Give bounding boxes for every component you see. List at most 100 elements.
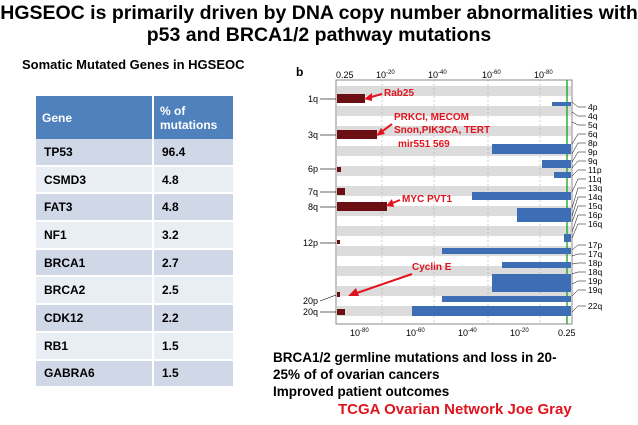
bottom-tick-label: 10-80 xyxy=(350,328,369,338)
top-tick-label: 0.25 xyxy=(336,70,354,80)
stripe xyxy=(337,266,571,276)
leader-line xyxy=(571,121,586,126)
arrowhead xyxy=(348,288,359,296)
leader-line xyxy=(571,289,586,297)
top-tick-label: 10-80 xyxy=(534,70,553,80)
gene-cell: BRCA2 xyxy=(36,276,154,306)
stripe xyxy=(337,286,571,296)
caption-line: 25% of of ovarian cancers xyxy=(273,367,440,382)
amplification-bars xyxy=(337,94,387,315)
arrowhead xyxy=(364,93,372,101)
chrom-label-right: 9q xyxy=(588,156,598,166)
del-bar xyxy=(564,234,571,242)
del-bar xyxy=(492,274,571,292)
stripe xyxy=(337,226,571,236)
top-tick-label: 10-20 xyxy=(376,70,395,80)
percent-cell: 3.2 xyxy=(153,221,235,250)
gene-cell: BRCA1 xyxy=(36,248,154,278)
percent-cell: 4.8 xyxy=(153,165,235,195)
amp-bar-1q xyxy=(337,94,365,103)
chrom-label-right: 22q xyxy=(588,301,602,311)
chrom-label-right: 4p xyxy=(588,102,598,112)
credit-text: TCGA Ovarian Network Joe Gray xyxy=(338,401,572,418)
leader-line xyxy=(571,205,586,223)
bottom-tick-label: 10-60 xyxy=(406,328,425,338)
amp-bar-3q xyxy=(337,130,377,139)
chrom-label-right: 4q xyxy=(588,111,598,121)
leader-line xyxy=(571,214,586,233)
panel-label: b xyxy=(296,65,303,79)
del-bar xyxy=(542,160,571,168)
del-bar xyxy=(554,172,571,178)
del-bar xyxy=(492,144,571,154)
bottom-tick-label: 10-40 xyxy=(458,328,477,338)
right-label-leaders xyxy=(571,101,586,313)
amp-bar-20q xyxy=(337,309,345,315)
arrow-cyclin-e xyxy=(353,273,413,295)
amp-bar-6p xyxy=(337,167,341,172)
table-row: CSMD3 4.8 xyxy=(36,165,235,195)
leader-line xyxy=(571,280,586,285)
leader-line xyxy=(571,178,586,193)
gene-cell: TP53 xyxy=(36,139,154,167)
chrom-label-right: 8p xyxy=(588,138,598,148)
chrom-label-left: 20p xyxy=(303,296,318,306)
chrom-label-left: 12p xyxy=(303,238,318,248)
leader-line xyxy=(571,253,586,257)
del-bar xyxy=(517,208,571,222)
chrom-label-right: 9p xyxy=(588,147,598,157)
mutated-genes-table: Gene % of mutations TP53 96.4 CSMD3 4.8 FA… xyxy=(36,96,235,389)
chrom-label-right: 15q xyxy=(588,201,602,211)
chromosome-stripes xyxy=(337,86,571,316)
del-bar xyxy=(502,262,571,268)
arrowhead xyxy=(376,128,385,136)
stripe xyxy=(337,106,571,116)
stripe xyxy=(337,166,571,176)
annotation-prkci: PRKCI, MECOM xyxy=(394,112,469,123)
leader-line xyxy=(571,160,586,169)
stripe xyxy=(337,86,571,96)
stripe xyxy=(337,186,571,196)
leader-line xyxy=(571,196,586,217)
chrom-label-right: 19q xyxy=(588,285,602,295)
table-row: GABRA6 1.5 xyxy=(36,359,235,389)
leader-line xyxy=(571,187,586,209)
del-bar xyxy=(412,306,571,316)
left-label-leaders xyxy=(319,98,337,313)
leader-line xyxy=(571,271,586,275)
percent-cell: 1.5 xyxy=(153,331,235,361)
top-tick-label: 10-40 xyxy=(428,70,447,80)
caption-line: BRCA1/2 germline mutations and loss in 2… xyxy=(273,350,557,365)
stripe xyxy=(337,126,571,136)
table-row: BRCA1 2.7 xyxy=(36,248,235,278)
percent-cell: 2.2 xyxy=(153,304,235,333)
chrom-label-right: 18q xyxy=(588,267,602,277)
percent-cell: 96.4 xyxy=(153,139,235,167)
table-row: NF1 3.2 xyxy=(36,221,235,250)
leader-line xyxy=(571,111,586,117)
chrom-label-right: 13q xyxy=(588,183,602,193)
chrom-label-right: 16q xyxy=(588,219,602,229)
chrom-label-right: 6q xyxy=(588,129,598,139)
copy-number-figure: b 0.25 10-20 10-40 10-60 10-80 xyxy=(296,65,602,338)
leader-line xyxy=(571,223,586,239)
table-row: FAT3 4.8 xyxy=(36,193,235,223)
leader-line xyxy=(571,262,586,265)
percent-cell: 4.8 xyxy=(153,193,235,223)
chrom-label-right: 14q xyxy=(588,192,602,202)
left-chromosome-labels: 1q 3q 6p 7q 8q 12p 20p 20q xyxy=(303,94,318,317)
chrom-label-left: 1q xyxy=(308,94,318,104)
percent-cell: 1.5 xyxy=(153,359,235,389)
annotations: Rab25 PRKCI, MECOM Snon,PIK3CA, TERT mir… xyxy=(384,88,490,273)
annotation-arrows xyxy=(348,93,413,296)
table-header-row: Gene % of mutations xyxy=(36,96,235,139)
leader-line xyxy=(571,101,586,108)
header-gene: Gene xyxy=(36,96,154,139)
chrom-label-right: 11q xyxy=(588,174,602,184)
gene-cell: FAT3 xyxy=(36,193,154,223)
bottom-tick-label: 0.25 xyxy=(558,328,576,338)
chrom-label-left: 7q xyxy=(308,187,318,197)
header-percent: % of mutations xyxy=(153,96,235,139)
arrowhead xyxy=(386,199,394,207)
amp-bar-8q xyxy=(337,202,387,211)
